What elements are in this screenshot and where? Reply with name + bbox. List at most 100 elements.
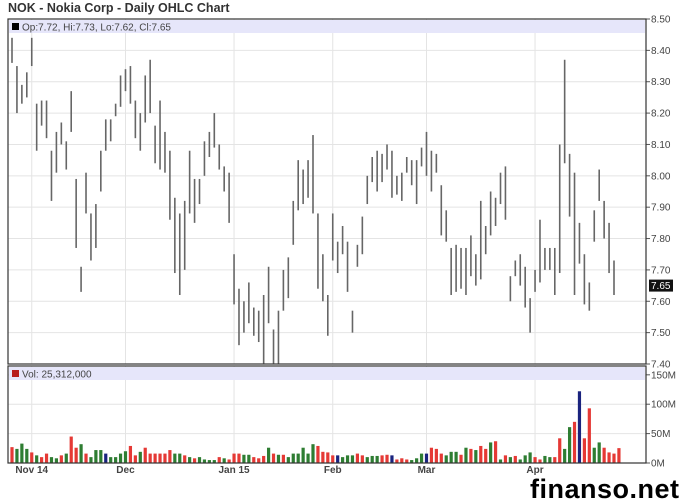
volume-bar bbox=[390, 455, 394, 463]
volume-bar bbox=[30, 452, 34, 463]
volume-bar bbox=[84, 453, 88, 463]
volume-bar bbox=[173, 453, 177, 463]
volume-tick-label: 100M bbox=[651, 400, 676, 411]
volume-bar bbox=[513, 455, 517, 463]
volume-bar bbox=[528, 452, 532, 463]
volume-bar bbox=[262, 455, 266, 463]
volume-bar bbox=[188, 457, 192, 463]
volume-bar bbox=[410, 460, 414, 463]
price-tick-label: 7.80 bbox=[651, 234, 671, 245]
volume-bar bbox=[464, 447, 468, 463]
volume-bar bbox=[543, 455, 547, 463]
volume-bar bbox=[400, 458, 404, 463]
volume-bar bbox=[523, 455, 527, 463]
volume-panel-frame bbox=[7, 365, 647, 464]
volume-bar bbox=[281, 454, 285, 463]
volume-bar bbox=[553, 457, 557, 463]
price-tick-label: 8.40 bbox=[651, 46, 671, 57]
price-tick-label: 8.00 bbox=[651, 171, 671, 182]
volume-tick-label: 150M bbox=[651, 370, 676, 381]
volume-bar bbox=[291, 453, 295, 463]
volume-bar bbox=[10, 447, 14, 463]
price-tick-label: 7.60 bbox=[651, 297, 671, 308]
volume-bar bbox=[538, 459, 542, 463]
volume-bar bbox=[380, 455, 384, 463]
volume-bar bbox=[607, 452, 611, 463]
volume-bar bbox=[44, 453, 49, 463]
volume-bar bbox=[301, 447, 305, 463]
price-tick-label: 7.90 bbox=[651, 203, 671, 214]
volume-bar bbox=[133, 455, 137, 463]
volume-bar bbox=[439, 453, 443, 463]
volume-bar bbox=[257, 458, 261, 463]
volume-bar bbox=[508, 457, 512, 463]
volume-bar bbox=[385, 454, 389, 463]
volume-bar bbox=[128, 445, 133, 463]
volume-bar bbox=[444, 455, 448, 463]
volume-bar bbox=[602, 447, 606, 463]
volume-bar bbox=[178, 453, 182, 463]
volume-bar bbox=[311, 444, 315, 463]
volume-bar bbox=[89, 457, 93, 463]
volume-bar bbox=[331, 455, 335, 463]
volume-legend-swatch bbox=[12, 370, 19, 377]
volume-bar bbox=[217, 457, 221, 463]
volume-bar bbox=[123, 451, 128, 463]
chart-title: NOK - Nokia Corp - Daily OHLC Chart bbox=[8, 1, 230, 15]
volume-bar bbox=[503, 455, 508, 463]
x-tick-label: Feb bbox=[324, 465, 342, 476]
volume-bar bbox=[405, 459, 409, 463]
volume-bar bbox=[168, 450, 172, 463]
volume-bar bbox=[158, 453, 162, 463]
volume-bar bbox=[582, 438, 586, 463]
volume-bar bbox=[242, 454, 246, 463]
watermark-logo: finanso.net bbox=[530, 474, 680, 504]
volume-bar bbox=[424, 453, 429, 463]
volume-bar bbox=[548, 457, 552, 463]
volume-bar bbox=[336, 455, 340, 463]
volume-bar bbox=[94, 450, 98, 463]
volume-bar bbox=[207, 460, 211, 463]
volume-bar bbox=[592, 447, 596, 463]
x-tick-label: Apr bbox=[526, 465, 543, 476]
volume-bar bbox=[54, 458, 59, 463]
volume-bar bbox=[35, 455, 39, 463]
volume-bar bbox=[479, 445, 483, 463]
volume-bar bbox=[493, 441, 498, 463]
volume-bar bbox=[558, 438, 562, 463]
volume-bar bbox=[563, 448, 567, 463]
price-tick-label: 8.10 bbox=[651, 140, 671, 151]
volume-bar bbox=[74, 447, 78, 463]
volume-bar bbox=[114, 457, 118, 463]
volume-bar bbox=[202, 459, 207, 463]
volume-bar bbox=[64, 453, 68, 463]
volume-legend-text: Vol: 25,312,000 bbox=[22, 370, 92, 381]
volume-bar bbox=[271, 453, 276, 463]
volume-bar bbox=[148, 453, 152, 463]
volume-bar bbox=[153, 453, 157, 463]
volume-bar bbox=[449, 451, 453, 463]
volume-bar bbox=[419, 453, 424, 463]
volume-bar bbox=[183, 455, 187, 463]
volume-bar bbox=[118, 453, 123, 463]
volume-bar bbox=[415, 458, 419, 463]
volume-bar bbox=[59, 455, 63, 463]
x-tick-label: Jan 15 bbox=[218, 465, 250, 476]
volume-bar bbox=[40, 457, 44, 463]
price-tick-label: 8.50 bbox=[651, 15, 671, 26]
volume-bar bbox=[247, 454, 251, 463]
volume-bar bbox=[345, 455, 350, 463]
volume-bar bbox=[341, 457, 345, 463]
last-price-badge bbox=[649, 279, 673, 292]
volume-bar bbox=[577, 391, 582, 463]
volume-bar bbox=[306, 453, 310, 463]
volume-bar bbox=[454, 451, 458, 463]
price-tick-label: 7.70 bbox=[651, 265, 671, 276]
volume-bar bbox=[612, 453, 616, 463]
volume-bar bbox=[350, 455, 355, 463]
price-legend-text: Op:7.72, Hi:7.73, Lo:7.62, Cl:7.65 bbox=[22, 23, 171, 34]
volume-bar bbox=[192, 458, 197, 463]
volume-bar bbox=[79, 444, 83, 463]
volume-bar bbox=[321, 451, 325, 463]
volume-bar bbox=[252, 457, 256, 463]
